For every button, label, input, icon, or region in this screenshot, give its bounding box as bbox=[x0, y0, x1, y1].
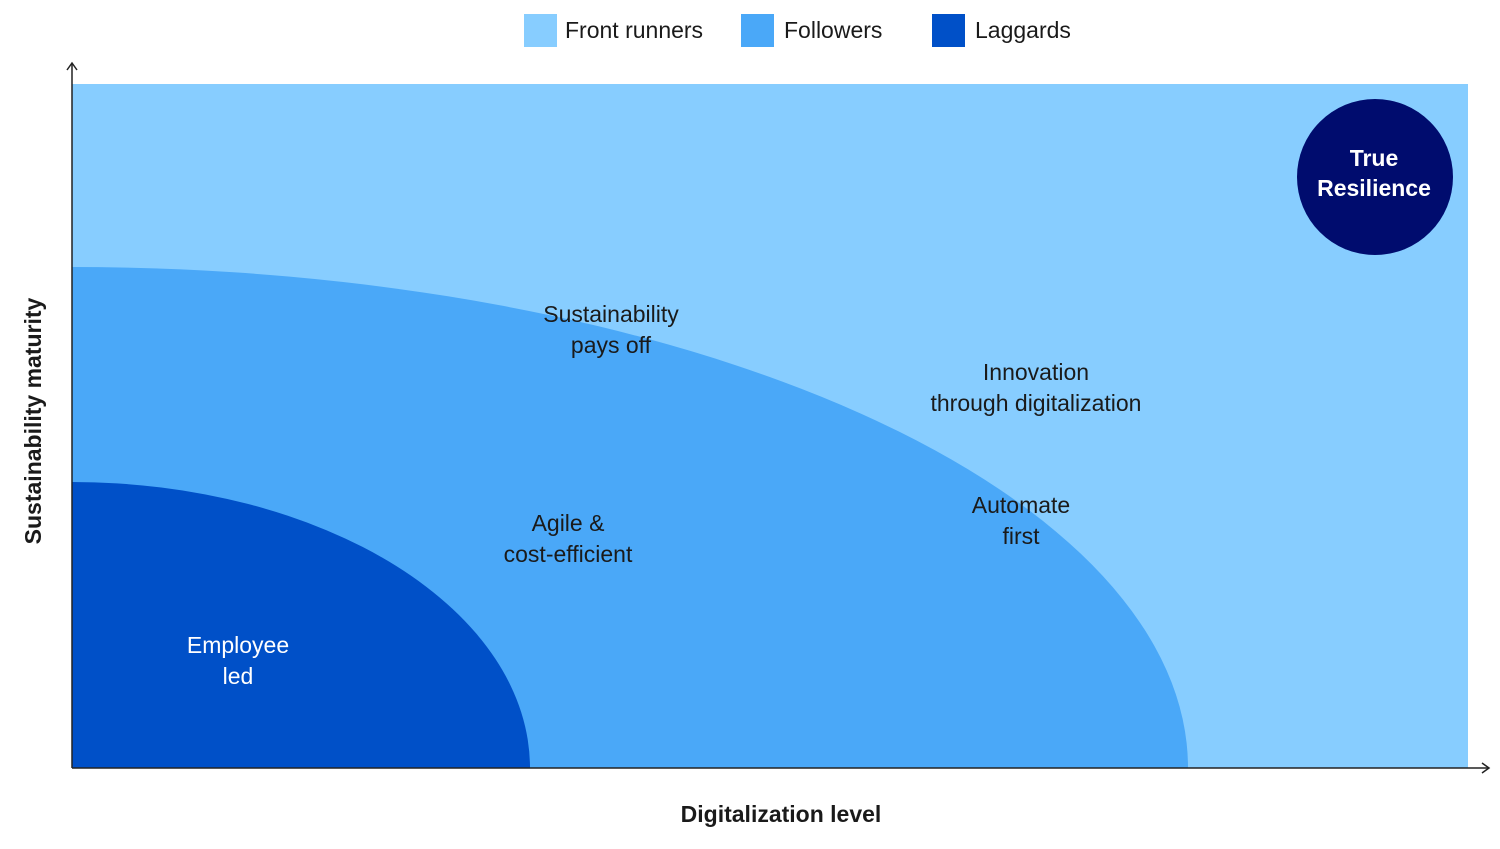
y-axis-label: Sustainability maturity bbox=[20, 297, 46, 544]
zone-label: led bbox=[223, 663, 254, 689]
x-axis-arrow bbox=[1481, 762, 1491, 774]
true-resilience-badge bbox=[1297, 99, 1453, 255]
legend-swatch bbox=[932, 14, 965, 47]
legend-label: Followers bbox=[784, 17, 882, 43]
zone-label: cost-efficient bbox=[504, 541, 633, 567]
zone-label: Agile & bbox=[532, 510, 605, 536]
zone-label: pays off bbox=[571, 332, 652, 358]
zone-label: Sustainability bbox=[543, 301, 679, 327]
zone-label: Automate bbox=[972, 492, 1070, 518]
legend-swatch bbox=[741, 14, 774, 47]
zone-label: Employee bbox=[187, 632, 289, 658]
badge-label: Resilience bbox=[1317, 175, 1431, 201]
legend-swatch bbox=[524, 14, 557, 47]
zone-label: Innovation bbox=[983, 359, 1089, 385]
laggards-area bbox=[72, 482, 530, 768]
zone-label: through digitalization bbox=[931, 390, 1142, 416]
badge-label: True bbox=[1350, 145, 1399, 171]
legend-label: Laggards bbox=[975, 17, 1071, 43]
legend-label: Front runners bbox=[565, 17, 703, 43]
y-axis-arrow bbox=[66, 61, 78, 71]
x-axis-label: Digitalization level bbox=[681, 801, 882, 827]
zone-label: first bbox=[1002, 523, 1040, 549]
